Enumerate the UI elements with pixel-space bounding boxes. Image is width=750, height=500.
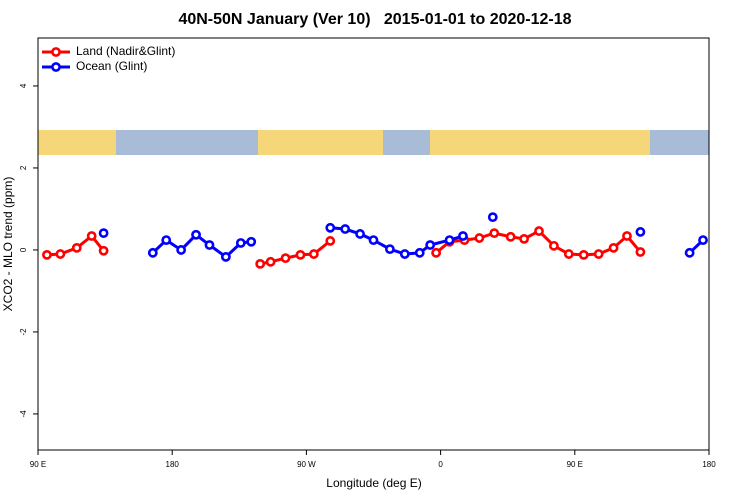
y-tick-label: 0	[19, 247, 28, 252]
point	[622, 231, 632, 241]
map-strip	[38, 130, 709, 155]
point	[489, 228, 500, 239]
point	[355, 229, 365, 239]
point	[161, 235, 172, 246]
x-tick-label: 180	[166, 460, 180, 469]
point	[265, 256, 276, 267]
point	[98, 245, 109, 256]
point	[431, 247, 442, 258]
point	[71, 242, 82, 253]
point	[593, 249, 604, 259]
x-tick-label: 90 E	[567, 460, 583, 469]
point	[684, 247, 695, 258]
point	[191, 229, 201, 240]
land-band	[258, 130, 383, 155]
point	[519, 233, 530, 244]
x-tick-label: 180	[702, 460, 716, 469]
series-line	[330, 226, 464, 256]
point	[325, 236, 336, 246]
point	[220, 252, 231, 262]
point	[444, 235, 455, 246]
point	[255, 258, 266, 269]
point	[204, 240, 215, 250]
point	[578, 249, 589, 260]
point	[147, 247, 158, 258]
point	[635, 227, 646, 237]
chart-title: 40N-50N January (Ver 10) 2015-01-01 to 2…	[178, 11, 571, 28]
y-tick-label: 2	[19, 165, 28, 170]
point	[42, 249, 52, 260]
point	[414, 247, 425, 258]
legend-marker	[51, 62, 61, 72]
point	[368, 235, 379, 246]
y-tick-label: -4	[19, 410, 28, 418]
point	[295, 249, 306, 260]
land-band	[430, 130, 650, 155]
point	[385, 244, 395, 255]
point	[280, 253, 291, 264]
point	[55, 249, 66, 259]
point	[308, 249, 319, 259]
point	[86, 231, 97, 241]
point	[425, 240, 436, 250]
point	[325, 222, 336, 233]
point	[487, 212, 498, 223]
legend-label: Land (Nadir&Glint)	[76, 44, 175, 58]
point	[474, 233, 485, 243]
x-tick-label: 90 E	[30, 460, 46, 469]
plot-frame	[37, 37, 710, 451]
point	[549, 240, 559, 251]
point	[235, 238, 246, 248]
point	[608, 242, 619, 253]
x-tick-label: 0	[438, 460, 443, 469]
series	[42, 226, 646, 269]
y-tick-label: 4	[19, 83, 28, 88]
point	[246, 236, 257, 247]
series	[98, 212, 708, 262]
point	[563, 249, 574, 259]
x-tick-label: 90 W	[297, 460, 316, 469]
point	[399, 249, 410, 259]
point	[458, 231, 468, 241]
point	[534, 226, 544, 236]
y-tick-label: -2	[19, 328, 28, 336]
point	[505, 231, 516, 242]
y-axis-label: XCO2 - MLO trend (ppm)	[1, 177, 15, 312]
point	[176, 245, 187, 255]
point	[98, 228, 109, 239]
legend: Land (Nadir&Glint)Ocean (Glint)	[42, 44, 175, 73]
legend-marker	[51, 47, 61, 57]
point	[340, 224, 351, 234]
point	[698, 235, 708, 246]
x-axis-label: Longitude (deg E)	[326, 476, 421, 490]
legend-label: Ocean (Glint)	[76, 59, 147, 73]
land-band	[38, 130, 116, 155]
point	[635, 247, 646, 257]
